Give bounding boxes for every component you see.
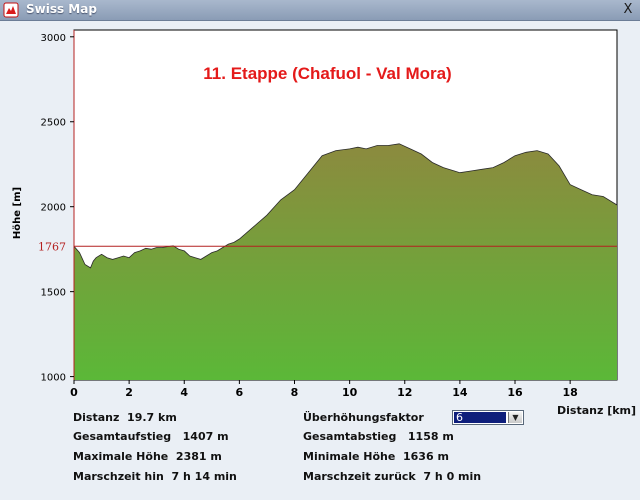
x-tick-label: 18 [562,386,577,399]
distance-stat: Distanz 19.7 km [73,411,177,424]
swiss-map-app-icon [3,2,19,18]
descent-stat: Gesamtabstieg 1158 m [303,430,454,443]
elevation-line [73,143,618,269]
descent-value: 1158 m [407,430,454,443]
elevation-profile-chart: 1000 1500 2000 2500 3000 0 2 4 6 8 10 12 14 16 18 176… [12,29,618,399]
time-back-value: 7 h 0 min [423,470,482,483]
x-axis-ticks: 0 2 4 6 8 10 12 14 16 18 [70,380,578,399]
x-tick-label: 8 [291,386,299,399]
time-back-stat: Marschzeit zurück 7 h 0 min [303,470,481,483]
x-axis-label: Distanz [km] [557,404,637,417]
x-tick-label: 14 [452,386,468,399]
time-forward-value: 7 h 14 min [171,470,237,483]
chevron-down-icon[interactable]: ▼ [508,412,522,423]
min-height-value: 1636 m [403,450,449,463]
y-tick-label: 3000 [41,33,66,44]
time-back-label: Marschzeit zurück [303,470,416,483]
x-tick-label: 2 [125,386,133,399]
close-button[interactable]: X [623,2,633,17]
elevation-area [74,143,617,380]
x-tick-label: 4 [180,386,188,399]
max-height-value: 2381 m [175,450,222,463]
x-tick-label: 16 [507,386,523,399]
distance-value: 19.7 km [127,411,177,424]
window-titlebar[interactable]: Swiss Map X [0,0,640,21]
y-tick-label: 2000 [41,203,66,214]
start-elevation-label: 1767 [38,240,66,253]
window-title: Swiss Map [26,2,97,16]
x-tick-label: 12 [397,386,412,399]
y-tick-label: 1000 [41,373,66,384]
y-tick-label: 2500 [41,118,66,129]
ascent-label: Gesamtaufstieg [73,430,172,443]
min-height-stat: Minimale Höhe 1636 m [303,450,449,463]
descent-label: Gesamtabstieg [303,430,397,443]
x-tick-label: 10 [342,386,358,399]
profile-content: 1000 1500 2000 2500 3000 0 2 4 6 8 10 12 14 16 18 176… [2,21,638,498]
time-forward-label: Marschzeit hin [73,470,164,483]
min-height-label: Minimale Höhe [303,450,396,463]
max-height-stat: Maximale Höhe 2381 m [73,450,222,463]
x-tick-label: 6 [236,386,244,399]
ascent-stat: Gesamtaufstieg 1407 m [73,430,229,443]
max-height-label: Maximale Höhe [73,450,169,463]
chart-title: 11. Etappe (Chafuol - Val Mora) [203,64,451,83]
x-tick-label: 0 [70,386,78,399]
exaggeration-value: 6 [454,412,506,423]
y-axis-label: Höhe [m] [12,187,23,239]
y-axis-ticks: 1000 1500 2000 2500 3000 [41,33,74,384]
ascent-value: 1407 m [182,430,229,443]
y-tick-label: 1500 [41,288,66,299]
exaggeration-label: Überhöhungsfaktor [303,411,424,424]
distance-label: Distanz [73,411,120,424]
time-forward-stat: Marschzeit hin 7 h 14 min [73,470,237,483]
exaggeration-select[interactable]: 6 ▼ [452,410,524,425]
